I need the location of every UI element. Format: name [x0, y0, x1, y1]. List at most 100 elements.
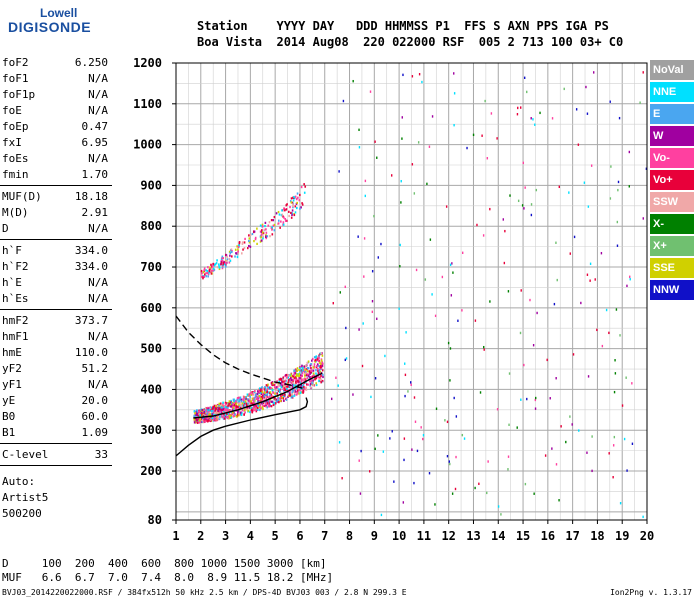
echo-point: [224, 416, 227, 420]
noise-echo: [446, 454, 449, 458]
echo-point: [295, 378, 297, 381]
noise-echo: [476, 223, 478, 227]
noise-echo: [496, 137, 498, 140]
noise-echo: [517, 199, 520, 203]
noise-echo: [359, 492, 362, 495]
echo-point: [249, 410, 251, 414]
echo-point: [281, 380, 283, 383]
noise-echo: [428, 145, 431, 148]
echo-point: [201, 408, 204, 412]
echo-point: [248, 397, 251, 401]
echo-point: [303, 369, 305, 373]
noise-echo: [445, 205, 448, 208]
echo-point: [226, 261, 228, 264]
noise-echo: [593, 71, 595, 74]
echo-point: [264, 389, 266, 392]
echo-point: [281, 393, 284, 396]
echo-point: [237, 409, 239, 413]
noise-echo: [426, 182, 428, 186]
echo-point: [282, 399, 285, 402]
echo-points: [193, 71, 648, 519]
echo-point: [254, 390, 256, 393]
echo-point: [235, 415, 238, 418]
echo-point: [259, 407, 261, 410]
echo-point: [260, 402, 263, 405]
echo-point: [270, 387, 272, 390]
echo-point: [292, 381, 295, 384]
echo-point: [256, 242, 258, 245]
y-tick-label: 500: [140, 342, 162, 356]
echo-point: [254, 406, 257, 409]
noise-echo: [619, 334, 621, 337]
echo-point: [202, 271, 205, 274]
parameter-value: N/A: [88, 88, 108, 101]
echo-point: [210, 406, 213, 409]
echo-point: [320, 352, 323, 355]
echo-point: [241, 252, 243, 255]
echo-point: [307, 360, 310, 363]
echo-point: [313, 365, 316, 368]
echo-point: [248, 241, 251, 244]
echo-point: [314, 378, 316, 381]
echo-point: [310, 375, 312, 379]
echo-point: [260, 233, 263, 236]
x-tick-label: 2: [197, 529, 204, 543]
echo-point: [273, 386, 276, 389]
echo-point: [256, 401, 259, 404]
echo-point: [317, 369, 319, 373]
noise-echo: [563, 87, 565, 91]
echo-point: [238, 241, 241, 244]
parameter-value: 6.250: [74, 56, 108, 69]
parameter-label: M(D): [2, 206, 29, 219]
parameter-label: foF2: [2, 56, 29, 69]
echo-point: [250, 393, 253, 396]
echo-point: [269, 391, 272, 394]
echo-point: [221, 255, 224, 258]
noise-echo: [520, 106, 522, 109]
echo-point: [201, 275, 204, 279]
noise-echo: [573, 235, 576, 239]
echo-point: [214, 409, 217, 412]
noise-echo: [435, 407, 438, 410]
echo-point: [294, 372, 296, 375]
noise-echo: [555, 463, 558, 466]
noise-echo: [449, 263, 452, 267]
echo-point: [235, 400, 237, 403]
parameter-label: hmF2: [2, 314, 29, 327]
echo-point: [271, 381, 274, 384]
echo-point: [205, 272, 207, 275]
echo-point: [231, 412, 234, 415]
echo-point: [230, 416, 233, 419]
echo-point: [266, 399, 269, 403]
echo-point: [236, 245, 238, 248]
echo-point: [257, 406, 259, 410]
header-values: Boa Vista 2014 Aug08 220 022000 RSF 005 …: [197, 35, 624, 49]
echo-point: [284, 388, 287, 392]
noise-echo: [376, 156, 378, 159]
echo-point: [288, 394, 291, 397]
echo-point: [236, 407, 238, 411]
echo-point: [291, 395, 294, 398]
echo-point: [230, 248, 233, 251]
echo-point: [210, 409, 213, 413]
echo-point: [290, 378, 293, 382]
echo-point: [230, 255, 233, 258]
noise-echo: [645, 167, 648, 170]
echo-point: [198, 420, 201, 423]
echo-point: [243, 408, 246, 412]
echo-point: [305, 386, 307, 389]
echo-point: [227, 404, 230, 407]
echo-point: [245, 397, 247, 400]
noise-echo: [586, 451, 588, 454]
echo-point: [237, 250, 239, 253]
echo-point: [243, 401, 245, 404]
noise-echo: [529, 298, 531, 302]
echo-point: [298, 368, 300, 372]
echo-point: [320, 381, 322, 384]
echo-point: [282, 394, 285, 398]
echo-point: [257, 395, 260, 399]
noise-echo: [629, 278, 631, 281]
echo-point: [300, 185, 303, 189]
echo-point: [240, 400, 243, 403]
echo-point: [228, 414, 230, 418]
